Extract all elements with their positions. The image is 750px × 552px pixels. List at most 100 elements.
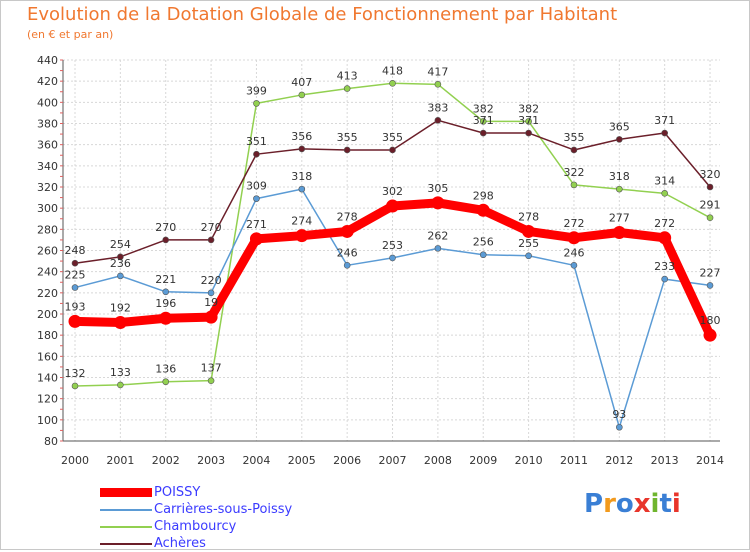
- data-label: 383: [427, 101, 448, 114]
- data-point: [434, 81, 442, 88]
- data-point: [253, 100, 260, 107]
- data-label: 322: [563, 166, 584, 179]
- data-label: 314: [654, 174, 675, 187]
- data-label: 278: [337, 210, 358, 223]
- data-point: [479, 118, 487, 125]
- data-point: [389, 254, 396, 262]
- data-label: 277: [609, 212, 630, 225]
- y-tick-label: 360: [37, 139, 58, 152]
- x-tick-label: 2013: [651, 454, 679, 467]
- data-label: 318: [291, 170, 312, 183]
- data-point: [207, 236, 215, 244]
- y-tick-label: 140: [37, 372, 58, 385]
- legend-item-acheres: Achères: [100, 535, 292, 552]
- data-label: 193: [65, 300, 86, 313]
- data-label: 255: [518, 237, 539, 250]
- legend-label-chambourcy: Chambourcy: [154, 519, 237, 534]
- data-point: [434, 117, 442, 124]
- data-point: [479, 129, 487, 137]
- data-point: [386, 199, 400, 213]
- data-label: 236: [110, 257, 131, 270]
- data-label: 274: [291, 215, 312, 228]
- data-point: [661, 275, 668, 283]
- data-label: 220: [201, 274, 222, 287]
- data-point: [706, 183, 714, 191]
- y-tick-label: 180: [37, 329, 58, 342]
- data-label: 305: [427, 182, 448, 195]
- x-tick-label: 2009: [469, 454, 497, 467]
- y-tick-label: 200: [37, 308, 58, 321]
- x-tick-label: 2006: [333, 454, 361, 467]
- logo-letter: P: [584, 489, 604, 519]
- data-label: 233: [654, 260, 675, 273]
- data-point: [162, 378, 170, 386]
- data-label: 272: [654, 217, 675, 230]
- data-label: 298: [473, 189, 494, 202]
- data-label: 309: [246, 180, 267, 193]
- data-point: [162, 288, 170, 296]
- data-label: 355: [382, 131, 403, 144]
- logo-letter: t: [659, 489, 672, 519]
- data-label: 133: [110, 366, 131, 379]
- data-point: [162, 236, 170, 244]
- y-tick-label: 280: [37, 223, 58, 236]
- data-label: 365: [609, 120, 630, 133]
- y-tick-label: 160: [37, 350, 58, 363]
- logo-letter: x: [633, 489, 651, 519]
- data-label: 382: [473, 102, 494, 115]
- x-tick-label: 2012: [605, 454, 633, 467]
- y-tick-label: 220: [37, 287, 58, 300]
- data-label: 246: [563, 246, 584, 259]
- data-point: [343, 262, 351, 269]
- data-point: [612, 226, 626, 240]
- data-point: [525, 118, 532, 125]
- data-label: 227: [700, 266, 721, 279]
- data-point: [434, 245, 442, 252]
- logo-letter: o: [615, 489, 634, 519]
- data-label: 248: [65, 244, 86, 257]
- data-point: [71, 382, 79, 390]
- data-label: 355: [563, 131, 584, 144]
- legend-item-poissy: POISSY: [100, 484, 292, 501]
- y-tick-label: 400: [37, 96, 58, 109]
- y-tick-label: 420: [37, 75, 58, 88]
- x-tick-label: 2005: [288, 454, 316, 467]
- data-point: [253, 150, 260, 158]
- data-point: [661, 129, 668, 137]
- data-point: [525, 252, 532, 260]
- legend-swatch-chambourcy: [100, 525, 152, 528]
- y-tick-label: 100: [37, 414, 58, 427]
- data-point: [522, 224, 536, 238]
- data-point: [570, 146, 578, 154]
- data-point: [389, 79, 396, 87]
- data-label: 413: [337, 70, 358, 83]
- data-point: [117, 272, 124, 280]
- y-tick-label: 260: [37, 245, 58, 258]
- data-label: 320: [700, 168, 721, 181]
- legend-swatch-poissy: [100, 488, 152, 497]
- data-point: [249, 232, 263, 246]
- x-tick-label: 2014: [696, 454, 724, 467]
- data-label: 93: [612, 408, 626, 421]
- data-label: 272: [563, 217, 584, 230]
- data-point: [706, 214, 714, 221]
- y-tick-label: 440: [37, 54, 58, 67]
- data-label: 302: [382, 185, 403, 198]
- data-point: [207, 377, 215, 384]
- legend-item-chambourcy: Chambourcy: [100, 518, 292, 535]
- legend-item-carrieres: Carrières-sous-Poissy: [100, 501, 292, 518]
- data-label: 407: [291, 76, 312, 89]
- data-point: [159, 311, 173, 325]
- legend-label-poissy: POISSY: [154, 485, 201, 500]
- legend-swatch-acheres: [100, 542, 152, 545]
- data-point: [616, 423, 623, 431]
- legend-label-acheres: Achères: [154, 536, 206, 551]
- data-point: [298, 145, 306, 153]
- legend-swatch-carrieres: [100, 508, 152, 511]
- data-point: [340, 224, 354, 238]
- y-tick-label: 120: [37, 393, 58, 406]
- data-label: 254: [110, 238, 131, 251]
- data-label: 270: [155, 221, 176, 234]
- data-label: 253: [382, 239, 403, 252]
